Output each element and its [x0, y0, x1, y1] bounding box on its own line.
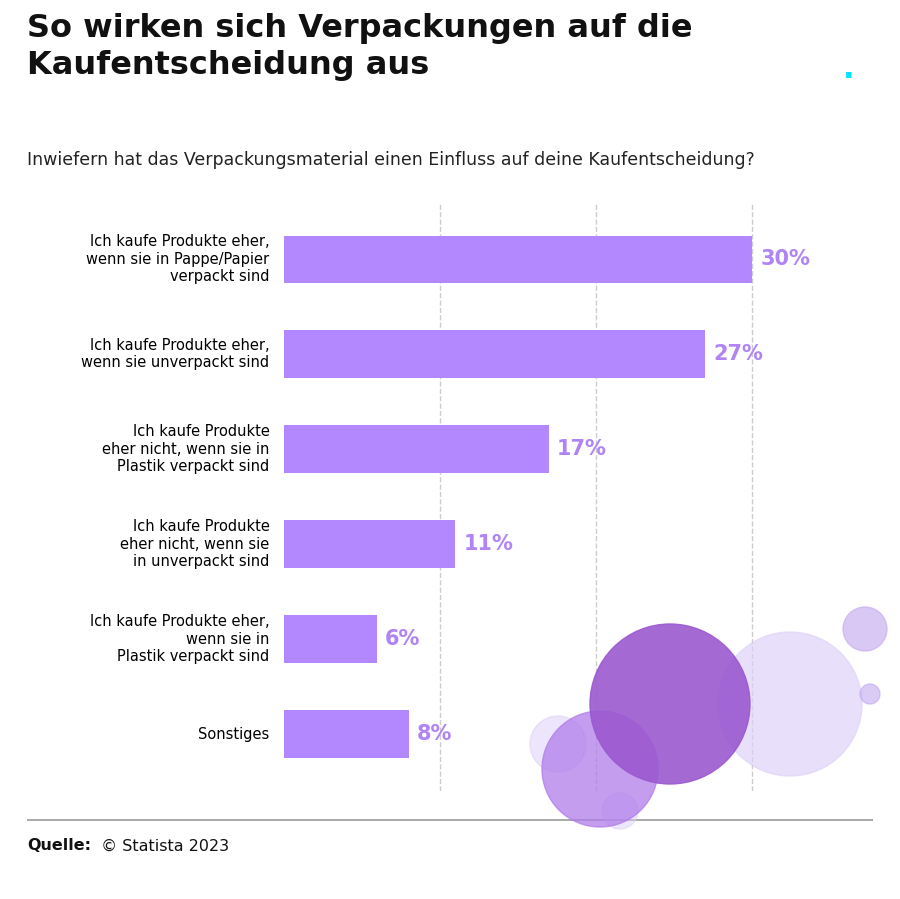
Circle shape: [718, 632, 862, 776]
Text: 6%: 6%: [385, 629, 420, 649]
Text: Quelle:: Quelle:: [27, 839, 91, 853]
Bar: [284, 331, 706, 378]
Text: © Statista 2023: © Statista 2023: [96, 839, 230, 853]
Text: 27%: 27%: [713, 344, 763, 364]
Circle shape: [542, 711, 658, 827]
Bar: [284, 521, 455, 568]
Circle shape: [590, 624, 750, 784]
Circle shape: [602, 793, 638, 829]
Text: Inwiefern hat das Verpackungsmaterial einen Einfluss auf deine Kaufentscheidung?: Inwiefern hat das Verpackungsmaterial ei…: [27, 150, 755, 169]
Text: 17%: 17%: [557, 440, 607, 459]
Circle shape: [843, 607, 887, 651]
Circle shape: [860, 684, 880, 704]
Text: 8%: 8%: [417, 724, 452, 744]
Text: So wirken sich Verpackungen auf die
Kaufentscheidung aus: So wirken sich Verpackungen auf die Kauf…: [27, 13, 692, 82]
Text: palamo: palamo: [734, 58, 832, 82]
Bar: [284, 616, 377, 663]
Bar: [284, 425, 549, 473]
Text: .: .: [842, 55, 854, 85]
Text: 30%: 30%: [760, 249, 810, 270]
Bar: [284, 710, 409, 758]
Bar: [284, 236, 752, 283]
Text: 11%: 11%: [464, 534, 513, 554]
Circle shape: [530, 716, 586, 772]
